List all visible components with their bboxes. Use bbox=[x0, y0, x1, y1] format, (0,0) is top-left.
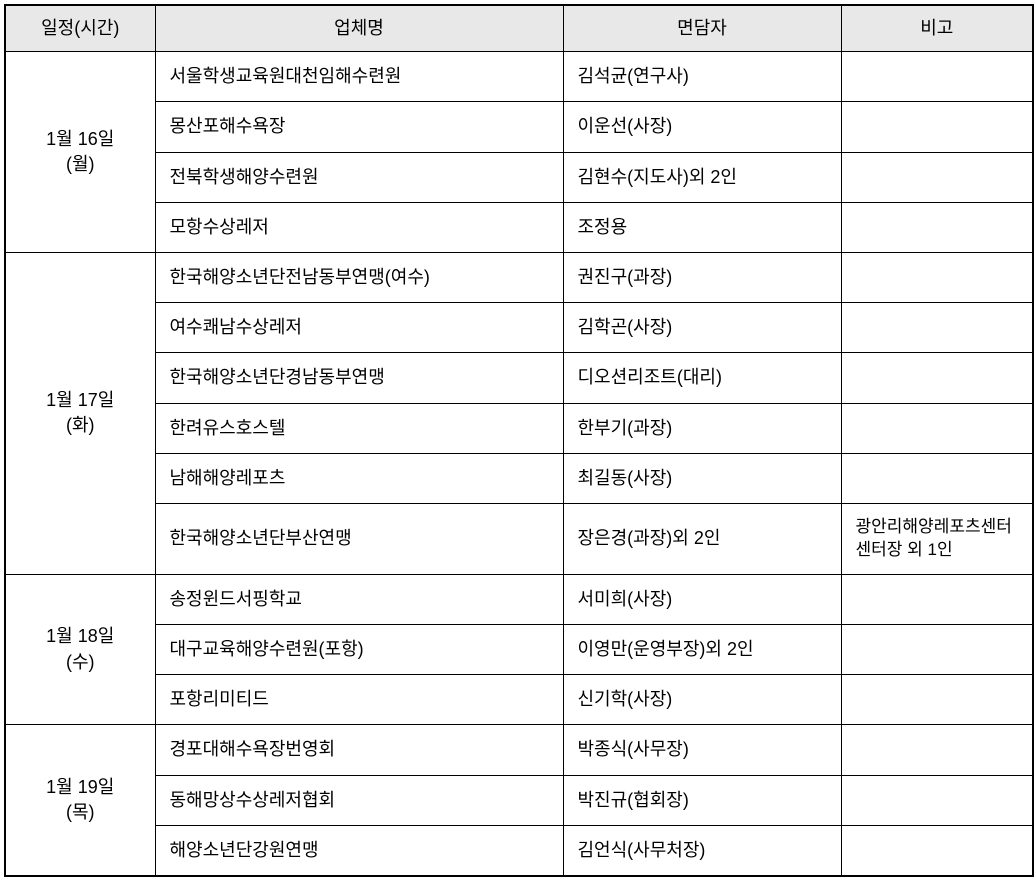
interviewer-cell: 서미희(사장) bbox=[563, 574, 841, 624]
company-cell: 한국해양소년단전남동부연맹(여수) bbox=[155, 252, 563, 302]
table-row: 전북학생해양수련원김현수(지도사)외 2인 bbox=[5, 152, 1033, 202]
interviewer-cell: 한부기(과장) bbox=[563, 403, 841, 453]
table-row: 1월 18일(수)송정윈드서핑학교서미희(사장) bbox=[5, 574, 1033, 624]
company-cell: 전북학생해양수련원 bbox=[155, 152, 563, 202]
interviewer-cell: 이영만(운영부장)외 2인 bbox=[563, 624, 841, 674]
schedule-date: 1월 17일 bbox=[46, 390, 114, 410]
table-row: 남해해양레포츠최길동(사장) bbox=[5, 453, 1033, 503]
schedule-cell: 1월 17일 (화) bbox=[5, 252, 155, 574]
table-row: 1월 16일(월)서울학생교육원대천임해수련원김석균(연구사) bbox=[5, 52, 1033, 102]
table-body: 1월 16일(월)서울학생교육원대천임해수련원김석균(연구사)몽산포해수욕장이운… bbox=[5, 52, 1033, 876]
note-cell bbox=[841, 574, 1033, 624]
table-row: 대구교육해양수련원(포항)이영만(운영부장)외 2인 bbox=[5, 624, 1033, 674]
note-cell bbox=[841, 102, 1033, 152]
header-note: 비고 bbox=[841, 5, 1033, 52]
schedule-cell: 1월 18일 (수) bbox=[5, 574, 155, 725]
note-cell bbox=[841, 775, 1033, 825]
company-cell: 대구교육해양수련원(포항) bbox=[155, 624, 563, 674]
company-cell: 경포대해수욕장번영회 bbox=[155, 725, 563, 775]
company-cell: 여수쾌남수상레저 bbox=[155, 303, 563, 353]
schedule-day: (목) bbox=[66, 802, 95, 822]
company-cell: 한국해양소년단경남동부연맹 bbox=[155, 353, 563, 403]
interviewer-cell: 김학곤(사장) bbox=[563, 303, 841, 353]
schedule-date: 1월 19일 bbox=[46, 777, 114, 797]
schedule-day: (화) bbox=[66, 415, 95, 435]
header-row: 일정(시간) 업체명 면담자 비고 bbox=[5, 5, 1033, 52]
table-row: 1월 17일(화)한국해양소년단전남동부연맹(여수)권진구(과장) bbox=[5, 252, 1033, 302]
header-company: 업체명 bbox=[155, 5, 563, 52]
note-cell bbox=[841, 624, 1033, 674]
interviewer-cell: 최길동(사장) bbox=[563, 453, 841, 503]
company-cell: 송정윈드서핑학교 bbox=[155, 574, 563, 624]
interviewer-cell: 김언식(사무처장) bbox=[563, 825, 841, 876]
schedule-date: 1월 18일 bbox=[46, 626, 114, 646]
schedule-day: (수) bbox=[66, 652, 95, 672]
note-cell bbox=[841, 353, 1033, 403]
note-cell bbox=[841, 202, 1033, 252]
note-cell bbox=[841, 825, 1033, 876]
note-cell bbox=[841, 403, 1033, 453]
schedule-table: 일정(시간) 업체명 면담자 비고 1월 16일(월)서울학생교육원대천임해수련… bbox=[4, 4, 1034, 877]
table-row: 몽산포해수욕장이운선(사장) bbox=[5, 102, 1033, 152]
company-cell: 몽산포해수욕장 bbox=[155, 102, 563, 152]
interviewer-cell: 권진구(과장) bbox=[563, 252, 841, 302]
company-cell: 포항리미티드 bbox=[155, 675, 563, 725]
interviewer-cell: 박종식(사무장) bbox=[563, 725, 841, 775]
schedule-cell: 1월 16일 (월) bbox=[5, 52, 155, 253]
note-cell bbox=[841, 303, 1033, 353]
company-cell: 서울학생교육원대천임해수련원 bbox=[155, 52, 563, 102]
interviewer-cell: 장은경(과장)외 2인 bbox=[563, 503, 841, 574]
company-cell: 해양소년단강원연맹 bbox=[155, 825, 563, 876]
company-cell: 한국해양소년단부산연맹 bbox=[155, 503, 563, 574]
schedule-day: (월) bbox=[66, 154, 95, 174]
note-cell bbox=[841, 725, 1033, 775]
table-row: 모항수상레저조정용 bbox=[5, 202, 1033, 252]
interviewer-cell: 김현수(지도사)외 2인 bbox=[563, 152, 841, 202]
note-cell bbox=[841, 453, 1033, 503]
interviewer-cell: 조정용 bbox=[563, 202, 841, 252]
note-cell: 광안리해양레포츠센터 센터장 외 1인 bbox=[841, 503, 1033, 574]
table-row: 1월 19일(목)경포대해수욕장번영회박종식(사무장) bbox=[5, 725, 1033, 775]
company-cell: 동해망상수상레저협회 bbox=[155, 775, 563, 825]
interviewer-cell: 김석균(연구사) bbox=[563, 52, 841, 102]
table-row: 동해망상수상레저협회박진규(협회장) bbox=[5, 775, 1033, 825]
table-row: 한국해양소년단부산연맹장은경(과장)외 2인광안리해양레포츠센터 센터장 외 1… bbox=[5, 503, 1033, 574]
interviewer-cell: 이운선(사장) bbox=[563, 102, 841, 152]
table-row: 여수쾌남수상레저김학곤(사장) bbox=[5, 303, 1033, 353]
schedule-cell: 1월 19일 (목) bbox=[5, 725, 155, 876]
note-cell bbox=[841, 675, 1033, 725]
note-cell bbox=[841, 252, 1033, 302]
table-row: 포항리미티드신기학(사장) bbox=[5, 675, 1033, 725]
interviewer-cell: 신기학(사장) bbox=[563, 675, 841, 725]
table-row: 해양소년단강원연맹김언식(사무처장) bbox=[5, 825, 1033, 876]
note-cell bbox=[841, 152, 1033, 202]
note-cell bbox=[841, 52, 1033, 102]
schedule-date: 1월 16일 bbox=[46, 129, 114, 149]
company-cell: 모항수상레저 bbox=[155, 202, 563, 252]
interviewer-cell: 디오션리조트(대리) bbox=[563, 353, 841, 403]
header-interviewer: 면담자 bbox=[563, 5, 841, 52]
interviewer-cell: 박진규(협회장) bbox=[563, 775, 841, 825]
company-cell: 한려유스호스텔 bbox=[155, 403, 563, 453]
table-row: 한국해양소년단경남동부연맹디오션리조트(대리) bbox=[5, 353, 1033, 403]
table-row: 한려유스호스텔한부기(과장) bbox=[5, 403, 1033, 453]
header-schedule: 일정(시간) bbox=[5, 5, 155, 52]
company-cell: 남해해양레포츠 bbox=[155, 453, 563, 503]
